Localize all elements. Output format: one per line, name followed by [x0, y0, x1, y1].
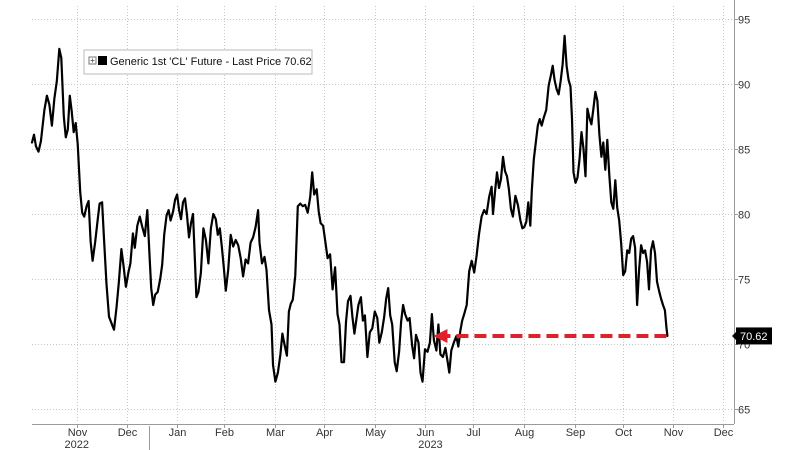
x-tick-label: Dec [714, 427, 734, 439]
year-label: 2022 [64, 439, 88, 450]
x-tick-label: Nov [664, 427, 684, 439]
legend-box [83, 49, 313, 75]
x-axis: Nov Dec Jan Feb Mar Apr May Jun Jul Aug Sep Oct Nov D… [32, 424, 734, 450]
last-price-pointer [732, 330, 737, 341]
y-tick-label: 80 [738, 210, 750, 222]
year-label: 2023 [418, 439, 442, 450]
x-tick-label: Sep [566, 427, 586, 439]
last-price-box [736, 327, 772, 345]
annotation-layer [433, 328, 667, 343]
x-tick-label: Aug [515, 427, 535, 439]
legend[interactable]: Generic 1st 'CL' Future - Last Price 70.… [83, 49, 313, 75]
x-tick-label: May [365, 427, 386, 439]
y-tick-label: 90 [738, 80, 750, 92]
last-price-tag: 70.62 [732, 327, 772, 345]
series-layer [30, 34, 669, 383]
legend-label: Generic 1st 'CL' Future - Last Price 70.… [110, 56, 312, 68]
x-tick-label: Mar [266, 427, 285, 439]
last-price-label: 70.62 [740, 331, 768, 343]
x-tick-label: Feb [215, 427, 234, 439]
legend-swatch [98, 56, 107, 65]
y-tick-label: 85 [738, 145, 750, 157]
x-tick-label: Jan [169, 427, 187, 439]
price-series-line [30, 34, 669, 383]
x-tick-label: Oct [615, 427, 632, 439]
horizontal-gridlines [32, 19, 734, 410]
y-tick-label: 95 [738, 15, 750, 27]
x-tick-label: Dec [118, 427, 138, 439]
y-tick-label: 75 [738, 275, 750, 287]
arrow-head [433, 328, 448, 343]
x-tick-label: Jul [466, 427, 480, 439]
x-tick-label: Apr [316, 427, 333, 439]
y-tick-label: 65 [738, 405, 750, 417]
x-tick-label: Nov [68, 427, 88, 439]
x-tick-label: Jun [417, 427, 435, 439]
